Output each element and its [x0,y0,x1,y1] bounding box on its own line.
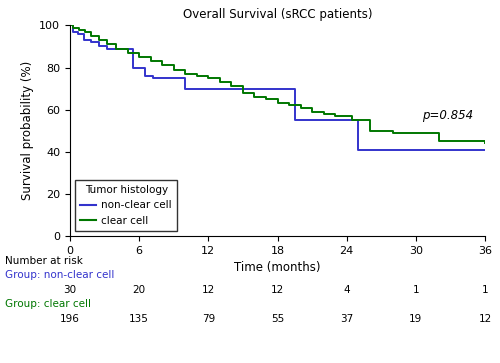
Title: Overall Survival (sRCC patients): Overall Survival (sRCC patients) [183,8,372,21]
Text: 19: 19 [409,314,422,324]
Text: 196: 196 [60,314,80,324]
Legend: non-clear cell, clear cell: non-clear cell, clear cell [75,180,177,231]
Text: 37: 37 [340,314,353,324]
X-axis label: Time (months): Time (months) [234,261,321,274]
Text: Group: clear cell: Group: clear cell [5,299,91,310]
Text: 30: 30 [64,285,76,295]
Text: 4: 4 [344,285,350,295]
Text: 1: 1 [482,285,488,295]
Text: Number at risk: Number at risk [5,256,83,266]
Text: 12: 12 [202,285,215,295]
Text: 1: 1 [412,285,419,295]
Y-axis label: Survival probability (%): Survival probability (%) [20,61,34,200]
Text: 55: 55 [271,314,284,324]
Text: p=0.854: p=0.854 [422,109,472,122]
Text: Group: non-clear cell: Group: non-clear cell [5,270,114,281]
Text: 12: 12 [271,285,284,295]
Text: 12: 12 [478,314,492,324]
Text: 135: 135 [129,314,149,324]
Text: 20: 20 [132,285,145,295]
Text: 79: 79 [202,314,215,324]
